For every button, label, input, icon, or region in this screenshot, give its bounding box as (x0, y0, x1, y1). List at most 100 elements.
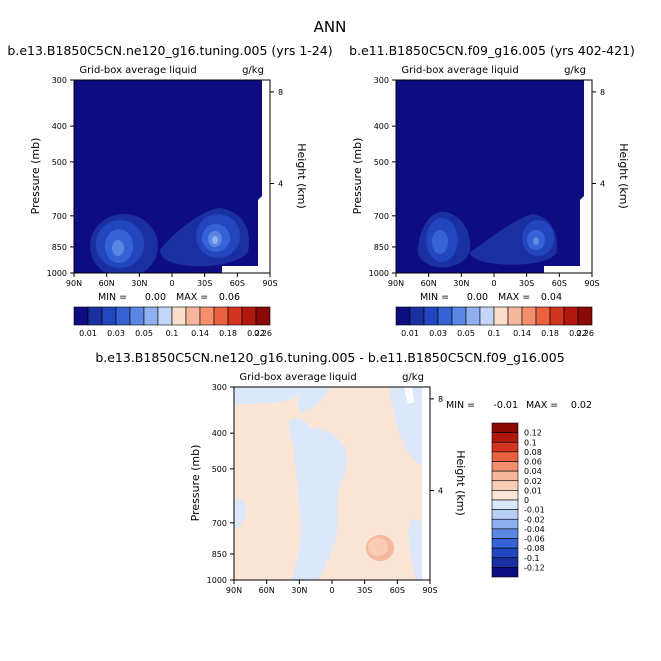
y-tick-label: 500 (374, 158, 389, 167)
colorbar-label: 0.08 (524, 448, 542, 457)
colorbar-swatch (157, 306, 173, 326)
colorbar-swatch (521, 306, 537, 326)
colorbar-swatch (451, 306, 467, 326)
colorbar-swatch (491, 518, 519, 530)
panel-a-max-label: MAX = (176, 292, 208, 303)
colorbar-swatch (491, 422, 519, 433)
colorbar-label: 0.02 (524, 477, 542, 486)
y-right-tick-label: 8 (600, 88, 605, 97)
colorbar-swatch (409, 306, 425, 326)
colorbar-swatch (395, 306, 411, 326)
colorbar-swatch (493, 306, 509, 326)
colorbar-swatch (491, 441, 519, 453)
colorbar-swatch (491, 538, 519, 549)
x-tick-label: 30N (453, 279, 469, 288)
x-tick-label: 90S (584, 279, 599, 288)
colorbar-swatch (185, 306, 201, 326)
colorbar-label: -0.02 (524, 515, 545, 524)
colorbar-swatch (199, 306, 215, 326)
colorbar-label: 0.01 (524, 486, 542, 495)
panel-b-ylabel-right: Height (km) (617, 143, 630, 209)
x-tick-label: 60N (99, 279, 115, 288)
colorbar-label: 0.01 (79, 329, 97, 338)
colorbar-label: 0.22 (247, 329, 265, 338)
y-tick-label: 500 (52, 158, 67, 167)
y-tick-label: 700 (52, 212, 67, 221)
y-tick-label: 700 (374, 212, 389, 221)
colorbar-label: -0.12 (524, 563, 545, 572)
colorbar-label: 0.18 (219, 329, 237, 338)
panel-b-colorbar: 0.01 0.03 0.05 0.1 0.14 0.18 0.220.26 (395, 306, 594, 338)
panel-b-max-value: 0.04 (541, 292, 562, 303)
x-tick-label: 90N (66, 279, 82, 288)
panel-b-subtitle-left: Grid-box average liquid (401, 65, 518, 76)
x-tick-label: 90N (388, 279, 404, 288)
colorbar-label: 0.1 (524, 438, 537, 447)
y-tick-label: 850 (212, 550, 227, 559)
panel-c-y-right-ticks: 84 (430, 395, 443, 496)
colorbar-swatch (87, 306, 103, 326)
colorbar-swatch (549, 306, 565, 326)
colorbar-swatch (491, 567, 519, 578)
colorbar-label: 0.01 (401, 329, 419, 338)
panel-a-min-label: MIN = (98, 292, 127, 303)
panel-a-colorbar: 0.01 0.03 0.05 0.1 0.14 0.18 0.220.26 (73, 306, 272, 338)
panel-c: b.e13.B1850C5CN.ne120_g16.tuning.005 - b… (95, 350, 592, 595)
colorbar-swatch (227, 306, 243, 326)
panel-a-y-ticks: 300 400 500 700 850 1000 (47, 76, 74, 278)
y-tick-label: 500 (212, 465, 227, 474)
colorbar-label: 0.1 (488, 329, 501, 338)
panel-a-title: b.e13.B1850C5CN.ne120_g16.tuning.005 (yr… (7, 43, 332, 58)
panel-a-ylabel: Pressure (mb) (29, 138, 42, 215)
x-tick-label: 90N (226, 586, 242, 595)
panel-c-y-ticks: 300 400 500 700 850 1000 (207, 383, 234, 585)
colorbar-swatch (491, 480, 519, 491)
x-tick-label: 30N (291, 586, 307, 595)
x-tick-label: 30S (197, 279, 212, 288)
panel-c-max-value: 0.02 (571, 400, 592, 411)
colorbar-swatch (115, 306, 131, 326)
colorbar-label: 0.03 (107, 329, 125, 338)
colorbar-label: 0.26 (576, 329, 594, 338)
colorbar-swatch (491, 499, 519, 510)
y-right-tick-label: 4 (600, 180, 605, 189)
colorbar-swatch (143, 306, 159, 326)
panel-b-min-value: 0.00 (467, 292, 488, 303)
panel-c-subtitle-left: Grid-box average liquid (239, 372, 356, 383)
colorbar-swatch (465, 306, 481, 326)
x-tick-label: 90S (262, 279, 277, 288)
panel-a: b.e13.B1850C5CN.ne120_g16.tuning.005 (yr… (7, 43, 332, 338)
panel-c-min-value: -0.01 (493, 400, 518, 411)
panel-c-max-label: MAX = (526, 400, 558, 411)
panel-b-ylabel: Pressure (mb) (351, 138, 364, 215)
colorbar-swatch (491, 547, 519, 559)
colorbar-label: 0.26 (254, 329, 272, 338)
colorbar-label: 0.03 (429, 329, 447, 338)
panel-c-ylabel: Pressure (mb) (189, 445, 202, 522)
colorbar-label: 0.18 (541, 329, 559, 338)
colorbar-swatch (213, 306, 229, 326)
panel-b-subtitle-right: g/kg (564, 65, 586, 76)
colorbar-label: 0.14 (513, 329, 531, 338)
y-tick-label: 1000 (207, 576, 227, 585)
colorbar-swatch (491, 528, 519, 539)
colorbar-swatch (241, 306, 257, 326)
panel-b-y-ticks: 300 400 500 700 850 1000 (369, 76, 396, 278)
colorbar-label: 0.04 (524, 467, 542, 476)
panel-a-ylabel-right: Height (km) (295, 143, 308, 209)
colorbar-swatch (563, 306, 579, 326)
figure-title: ANN (314, 18, 347, 36)
colorbar-label: 0.12 (524, 429, 542, 438)
y-tick-label: 400 (52, 122, 67, 131)
x-tick-label: 0 (491, 279, 496, 288)
colorbar-label: 0.1 (166, 329, 179, 338)
colorbar-label: -0.1 (524, 554, 540, 563)
colorbar-label: 0 (524, 496, 529, 505)
panel-a-x-ticks: 90N 60N 30N 0 30S 60S 90S (66, 273, 278, 288)
x-tick-label: 30N (131, 279, 147, 288)
colorbar-label: 0.05 (457, 329, 475, 338)
panel-c-colorbar: 0.120.10.080.060.040.020.010-0.01-0.02-0… (491, 422, 545, 578)
y-tick-label: 300 (212, 383, 227, 392)
x-tick-label: 0 (329, 586, 334, 595)
colorbar-label: 0.22 (569, 329, 587, 338)
